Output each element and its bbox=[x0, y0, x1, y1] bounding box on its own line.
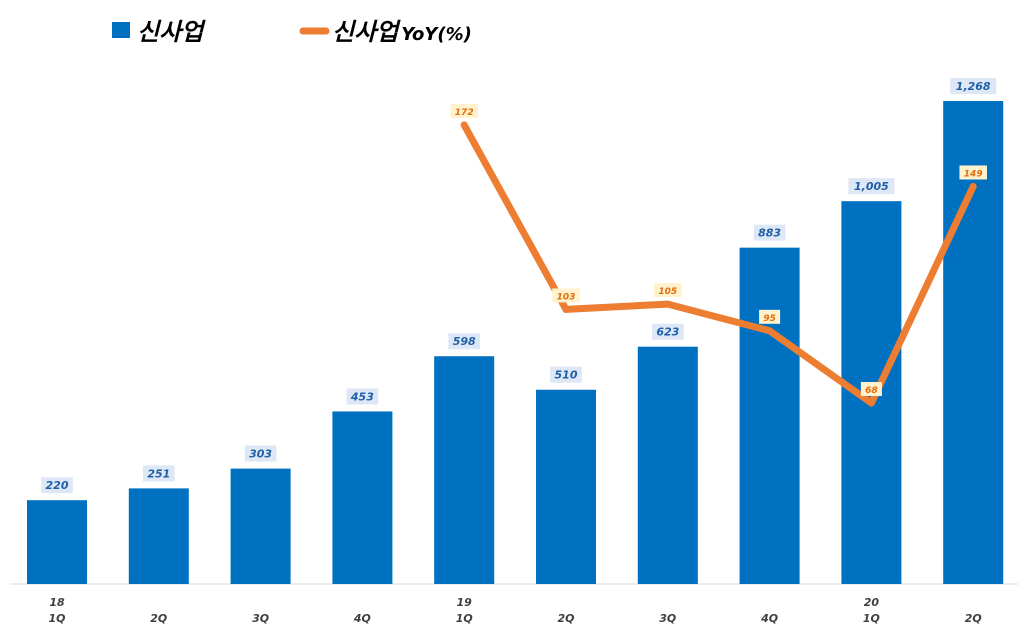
bar-label-bg bbox=[753, 224, 786, 241]
bar-label-bg bbox=[950, 78, 997, 94]
bar-value-label: 883 bbox=[758, 227, 781, 240]
bar-value-label: 598 bbox=[453, 335, 476, 348]
yoy-value-label: 95 bbox=[763, 314, 776, 324]
yoy-label-bg bbox=[450, 104, 478, 118]
bar-label-bg bbox=[41, 477, 73, 494]
x-tick-quarter: 2Q bbox=[557, 612, 574, 625]
bar-series: 220 251 303 453 598 510 623 883 1,005 1,268 bbox=[27, 78, 1004, 584]
bar-value-label: 1,005 bbox=[854, 180, 889, 193]
bar-label-bg bbox=[346, 388, 379, 405]
yoy-line bbox=[460, 121, 977, 407]
bar-label-bg bbox=[652, 323, 684, 340]
x-tick-quarter: 3Q bbox=[252, 612, 269, 625]
x-tick-quarter: 4Q bbox=[760, 612, 778, 625]
x-axis-ticks: 18 1Q 2Q 3Q 4Q 19 1Q 2Q 3Q 4Q 20 1Q 2Q bbox=[48, 596, 981, 625]
x-tick-quarter: 2Q bbox=[150, 612, 167, 625]
legend: 신사업 신사업 YoY(%) bbox=[112, 18, 472, 46]
legend-swatch-bar bbox=[112, 22, 130, 38]
x-tick-quarter: 1Q bbox=[863, 612, 880, 625]
bar bbox=[27, 500, 87, 584]
yoy-point bbox=[460, 121, 468, 129]
bar-value-label: 220 bbox=[46, 479, 69, 492]
x-tick-quarter: 2Q bbox=[965, 612, 982, 625]
legend-label-line-part2: YoY(%) bbox=[401, 24, 472, 45]
yoy-label-bg bbox=[860, 382, 882, 396]
yoy-value-label: 68 bbox=[865, 386, 878, 396]
bar-value-label: 623 bbox=[656, 326, 679, 339]
bar bbox=[332, 411, 393, 584]
yoy-point bbox=[766, 327, 774, 335]
bar bbox=[637, 346, 698, 584]
yoy-point bbox=[664, 300, 672, 308]
bar bbox=[536, 389, 596, 584]
bar-label-bg bbox=[848, 178, 895, 195]
bar bbox=[230, 468, 291, 584]
x-tick-quarter: 1Q bbox=[48, 612, 65, 625]
bar-label-bg bbox=[244, 445, 277, 462]
yoy-label-bg bbox=[654, 283, 682, 298]
bar-value-label: 251 bbox=[147, 467, 170, 480]
x-tick-year: 20 bbox=[864, 596, 880, 609]
bar-label-bg bbox=[448, 333, 480, 350]
line-series: 172 103 105 95 68 149 bbox=[450, 104, 987, 407]
bar-value-label: 453 bbox=[350, 390, 374, 403]
yoy-value-label: 172 bbox=[455, 108, 474, 118]
x-tick-quarter: 1Q bbox=[456, 612, 473, 625]
bar-value-label: 510 bbox=[555, 369, 578, 382]
bar-label-bg bbox=[143, 465, 175, 482]
x-tick-year: 19 bbox=[457, 596, 473, 609]
yoy-value-label: 103 bbox=[557, 292, 576, 302]
bar bbox=[943, 101, 1004, 584]
yoy-value-label: 149 bbox=[964, 169, 983, 179]
yoy-label-bg bbox=[552, 288, 580, 303]
yoy-point bbox=[867, 399, 875, 407]
yoy-value-label: 105 bbox=[658, 287, 677, 297]
legend-label-line: 신사업 YoY(%) bbox=[332, 18, 472, 46]
bar-value-label: 303 bbox=[249, 448, 272, 461]
bar bbox=[434, 356, 495, 584]
yoy-label-bg bbox=[959, 165, 987, 180]
bar-label-bg bbox=[550, 366, 582, 383]
bar-value-label: 1,268 bbox=[956, 80, 991, 93]
legend-label-bar: 신사업 bbox=[137, 18, 206, 46]
yoy-point bbox=[969, 182, 977, 190]
x-tick-quarter: 3Q bbox=[659, 612, 676, 625]
yoy-label-bg bbox=[759, 309, 781, 324]
yoy-point bbox=[562, 305, 570, 313]
x-tick-quarter: 4Q bbox=[353, 612, 371, 625]
bar bbox=[739, 247, 800, 584]
legend-label-line-part1: 신사업 bbox=[332, 18, 401, 46]
bar bbox=[128, 488, 189, 584]
x-tick-year: 18 bbox=[49, 596, 65, 609]
